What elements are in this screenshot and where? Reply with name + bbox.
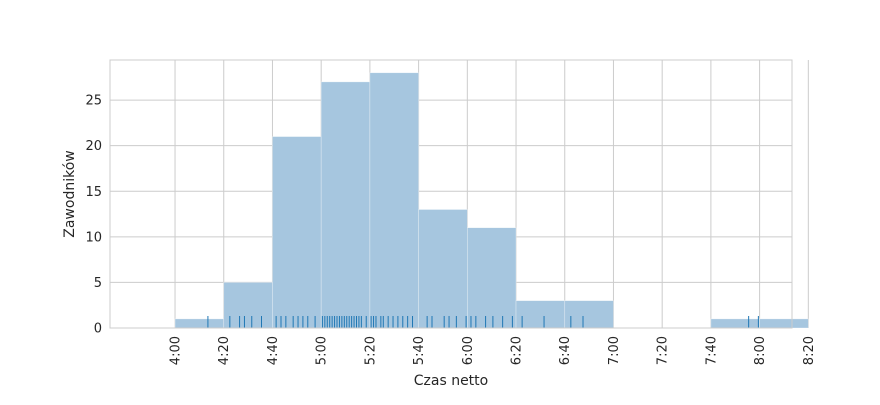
- histogram-bar: [272, 136, 322, 329]
- y-tick-label: 10: [85, 230, 102, 245]
- histogram-bar: [418, 209, 468, 329]
- x-tick-labels: 4:00 4:20 4:40 5:00 5:20 5:40 6:00 6:20 6:40 7:00…: [169, 336, 817, 365]
- x-tick-label: 6:40: [558, 336, 573, 365]
- histogram-bar: [710, 318, 760, 329]
- x-tick-label: 5:00: [315, 336, 330, 365]
- histogram-bars: [174, 72, 809, 329]
- histogram-bar: [759, 318, 809, 329]
- x-tick-label: 7:00: [607, 336, 622, 365]
- plot-frame: [109, 59, 793, 329]
- x-tick-label: 4:00: [169, 336, 184, 365]
- y-tick-label: 20: [85, 139, 102, 154]
- histogram-bar: [515, 300, 566, 329]
- x-tick-label: 7:20: [656, 336, 671, 365]
- histogram-bar: [564, 300, 614, 329]
- x-axis-label: Czas netto: [414, 373, 488, 389]
- y-tick-label: 25: [85, 94, 102, 109]
- x-tick-label: 8:00: [753, 336, 768, 365]
- y-tick-label: 0: [94, 322, 102, 337]
- histogram-bar: [223, 282, 273, 329]
- y-tick-label: 5: [94, 276, 102, 291]
- x-tick-label: 4:40: [266, 336, 281, 365]
- histogram-bar: [174, 318, 225, 329]
- y-tick-labels: 0 5 10 15 20 25: [85, 94, 102, 337]
- y-axis-label: Zawodników: [62, 150, 78, 237]
- x-tick-label: 4:20: [217, 336, 232, 365]
- x-tick-label: 7:40: [704, 336, 719, 365]
- x-tick-label: 5:20: [363, 336, 378, 365]
- rug-marks: [207, 316, 759, 328]
- x-tick-label: 5:40: [412, 336, 427, 365]
- y-tick-label: 15: [85, 185, 102, 200]
- histogram-bar: [320, 81, 371, 329]
- x-tick-label: 6:20: [510, 336, 525, 365]
- x-tick-label: 6:00: [461, 336, 476, 365]
- histogram-bar: [369, 72, 419, 329]
- x-tick-label: 8:20: [802, 336, 817, 365]
- histogram-bar: [467, 227, 517, 329]
